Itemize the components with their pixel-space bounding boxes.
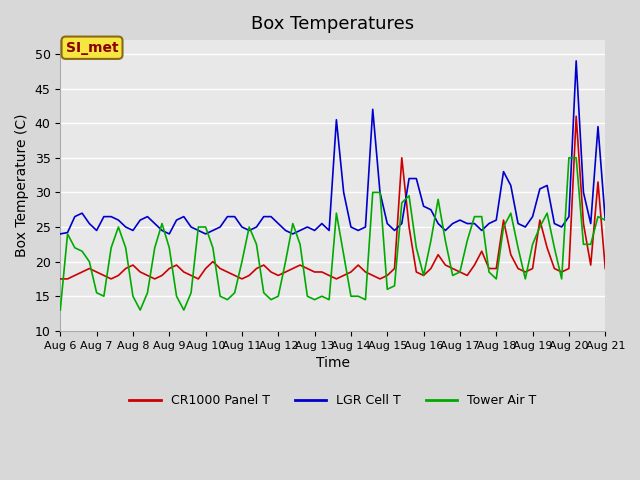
- Legend: CR1000 Panel T, LGR Cell T, Tower Air T: CR1000 Panel T, LGR Cell T, Tower Air T: [124, 389, 541, 412]
- X-axis label: Time: Time: [316, 356, 350, 370]
- Title: Box Temperatures: Box Temperatures: [252, 15, 414, 33]
- Text: SI_met: SI_met: [66, 41, 118, 55]
- Y-axis label: Box Temperature (C): Box Temperature (C): [15, 114, 29, 257]
